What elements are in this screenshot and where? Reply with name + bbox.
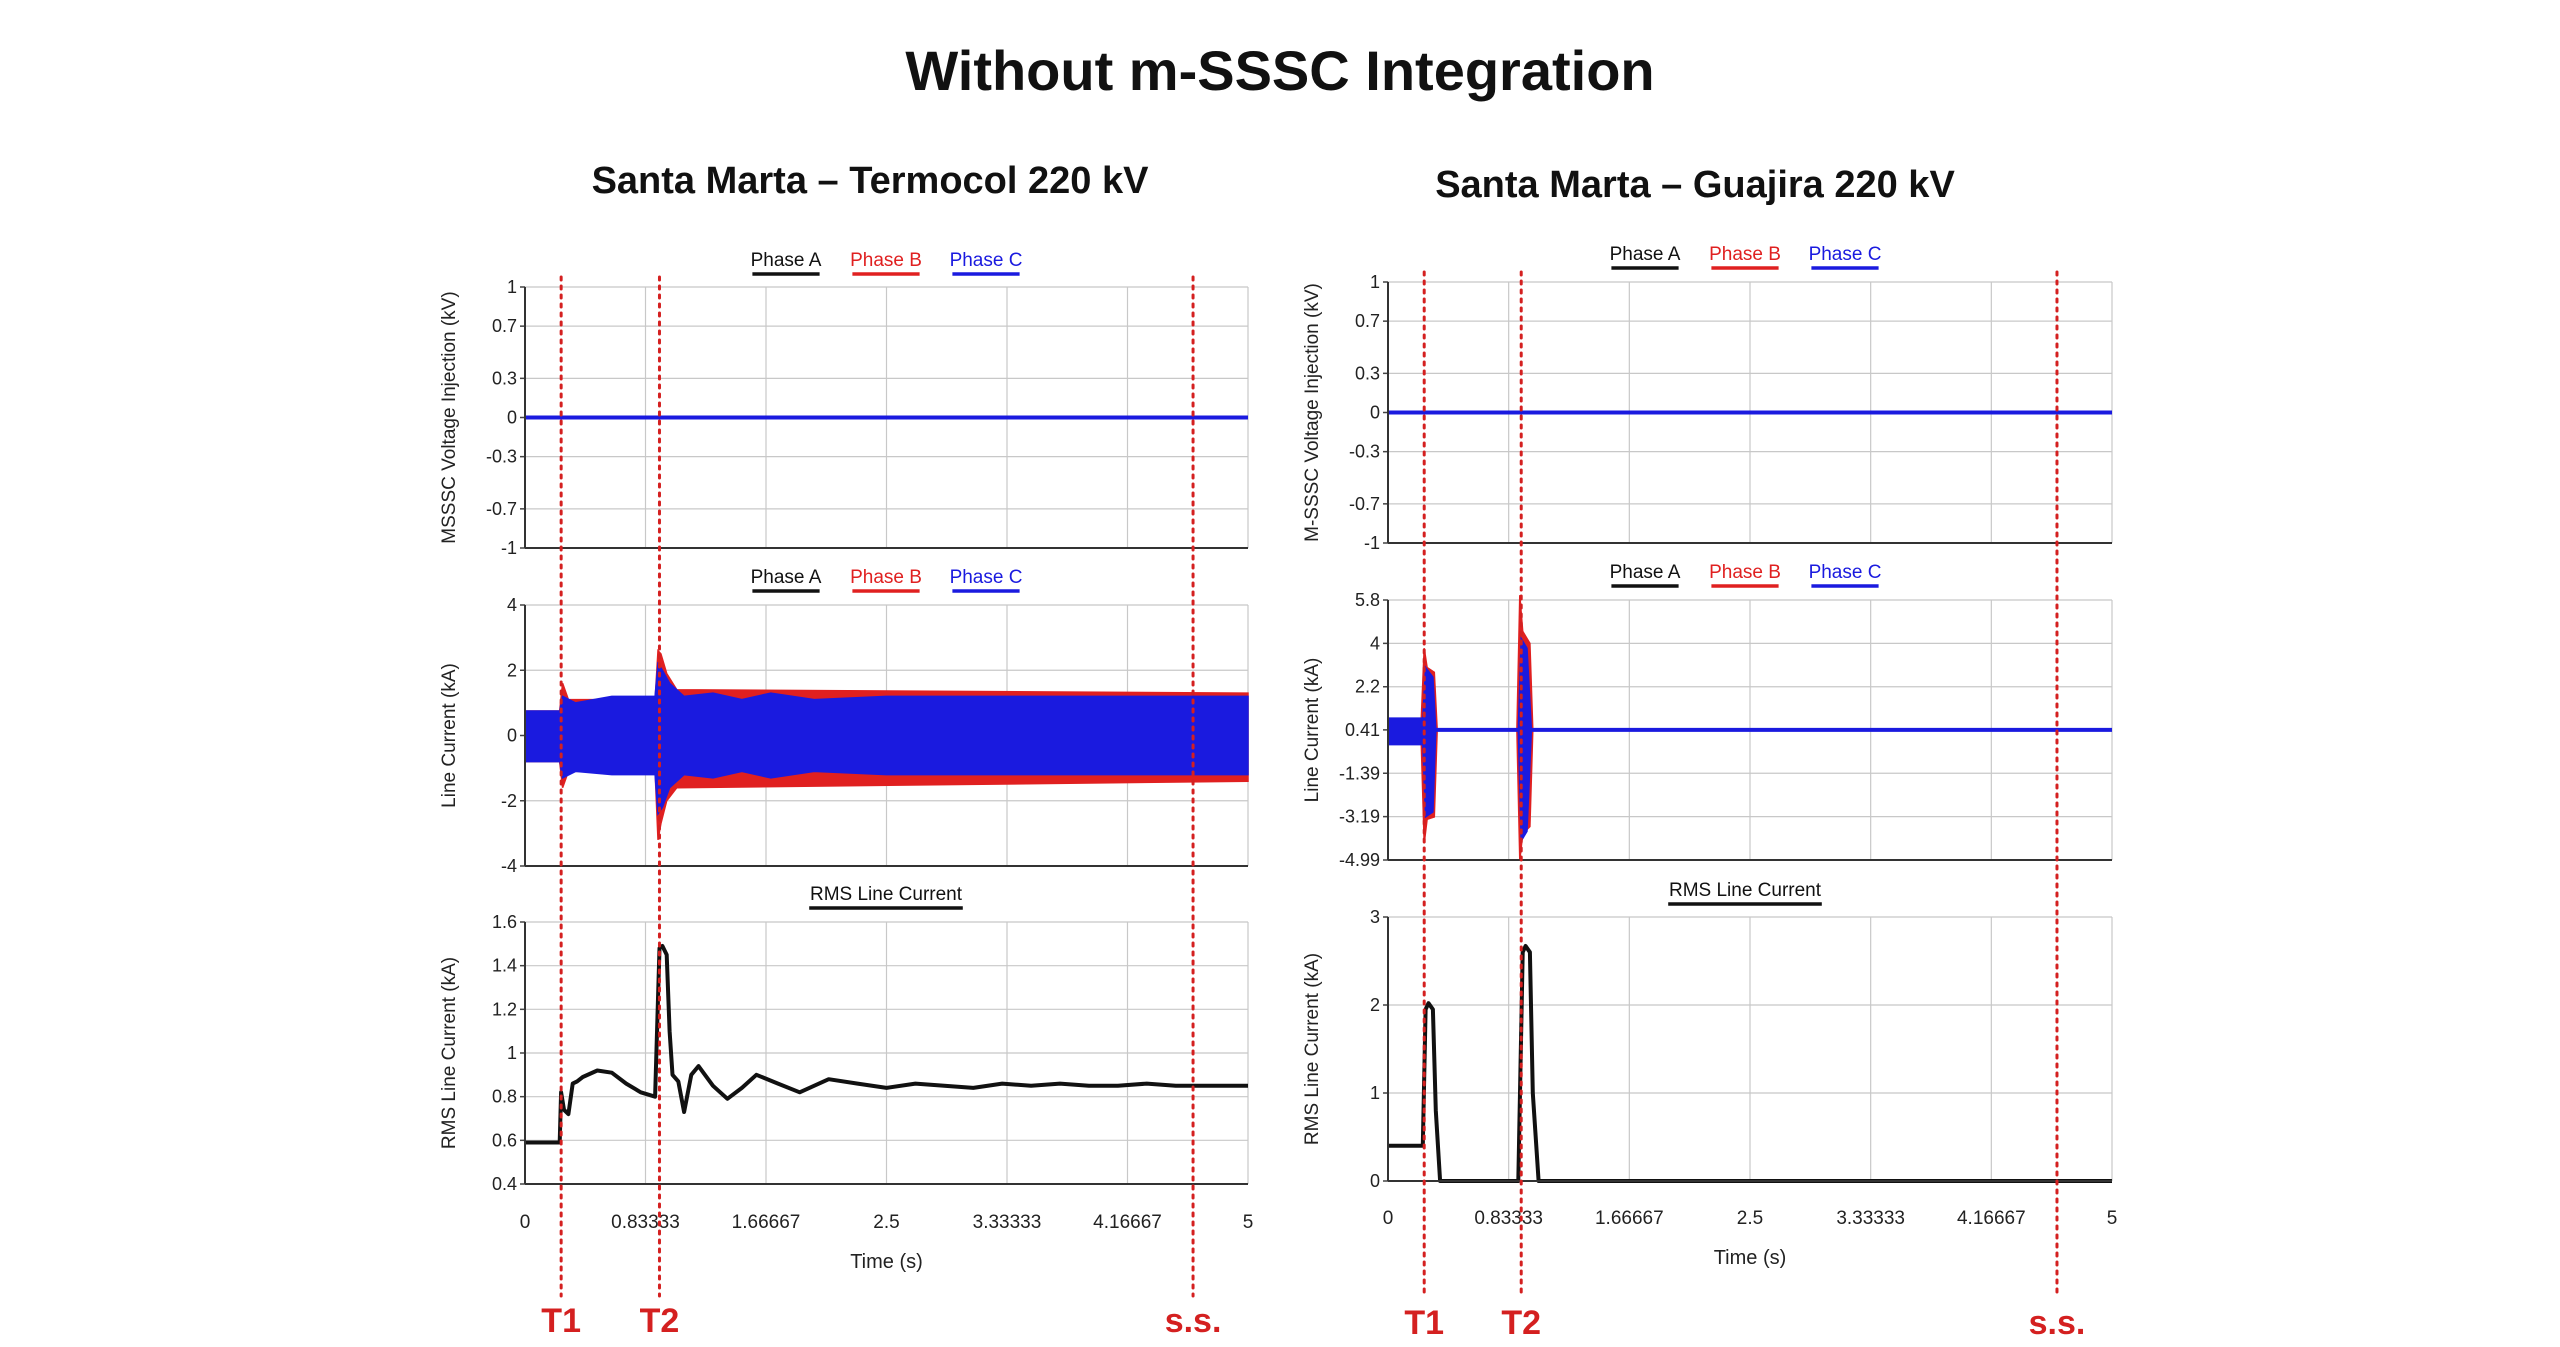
event-marker-label: T1 (541, 1302, 581, 1340)
legend-label: Phase C (950, 567, 1023, 588)
legend-label: Phase A (1610, 244, 1681, 265)
x-tick-label: 0 (1383, 1208, 1394, 1229)
x-tick-label: 4.16667 (1093, 1212, 1162, 1233)
y-tick-label: -0.7 (486, 499, 517, 519)
legend-label: RMS Line Current (810, 884, 963, 905)
y-tick-label: 0 (1370, 1171, 1380, 1191)
y-tick-label: -4.99 (1339, 850, 1380, 870)
panel-2: 0.4 0.6 0.8 1 1.2 1.4 1.6 RMS Line Current (kA)… (439, 884, 1249, 1194)
y-tick-label: 1.4 (492, 956, 517, 976)
legend-label: Phase C (950, 250, 1023, 271)
y-tick-label: 0 (1370, 403, 1380, 423)
legend-label: Phase A (751, 250, 822, 271)
panel-2: 0 1 2 3 RMS Line Current (kA) RMS Line Curren… (1302, 880, 2113, 1191)
y-tick-label: 0 (507, 408, 517, 428)
y-axis-label: RMS Line Current (kA) (439, 957, 460, 1149)
x-tick-label: 0 (520, 1212, 531, 1233)
x-tick-label: 5 (1243, 1212, 1254, 1233)
y-tick-label: 1 (507, 277, 517, 297)
y-tick-label: 0.7 (492, 316, 517, 336)
x-tick-label: 0.83333 (1474, 1208, 1543, 1229)
legend-label: RMS Line Current (1669, 880, 1822, 901)
chart-termocol: -1 -0.7 -0.3 0 0.3 0.7 1 MSSSC Voltage Injectio… (439, 250, 1253, 1340)
legend-label: Phase B (850, 250, 922, 271)
y-tick-label: 1 (1370, 272, 1380, 292)
x-axis-label: Time (s) (850, 1251, 923, 1273)
x-tick-label: 4.16667 (1957, 1208, 2026, 1229)
y-tick-label: 1.2 (492, 999, 517, 1019)
legend-label: Phase C (1809, 562, 1882, 583)
y-tick-label: -2 (501, 791, 517, 811)
y-tick-label: 3 (1370, 907, 1380, 927)
y-tick-label: -0.3 (486, 447, 517, 467)
y-tick-label: 1.6 (492, 912, 517, 932)
y-axis-label: Line Current (kA) (1302, 658, 1323, 803)
y-tick-label: 0 (507, 726, 517, 746)
y-tick-label: 0.4 (492, 1174, 517, 1194)
legend-label: Phase B (850, 567, 922, 588)
y-tick-label: -0.7 (1349, 494, 1380, 514)
x-tick-label: 2.5 (1737, 1208, 1763, 1229)
y-tick-label: -1 (501, 538, 517, 558)
y-tick-label: -1 (1364, 533, 1380, 553)
x-axis-label: Time (s) (1714, 1247, 1787, 1269)
panel-0: -1 -0.7 -0.3 0 0.3 0.7 1 M-SSSC Voltage Injecti… (1302, 244, 2113, 553)
event-marker-label: s.s. (2029, 1304, 2086, 1342)
y-tick-label: 2 (507, 660, 517, 680)
event-marker-label: T2 (1501, 1304, 1541, 1342)
series-band-phase-c (524, 661, 1249, 817)
y-tick-label: 1 (1370, 1083, 1380, 1103)
y-axis-label: Line Current (kA) (439, 663, 460, 808)
y-tick-label: 5.8 (1355, 590, 1380, 610)
y-tick-label: 1 (507, 1043, 517, 1063)
legend-label: Phase B (1709, 562, 1781, 583)
y-tick-label: 4 (507, 595, 517, 615)
legend-label: Phase A (1610, 562, 1681, 583)
x-tick-label: 5 (2107, 1208, 2118, 1229)
y-tick-label: 0.41 (1345, 720, 1380, 740)
legend-label: Phase C (1809, 244, 1882, 265)
y-tick-label: 0.8 (492, 1087, 517, 1107)
y-tick-label: 2.2 (1355, 677, 1380, 697)
y-axis-label: MSSSC Voltage Injection (kV) (439, 291, 460, 543)
panel-0: -1 -0.7 -0.3 0 0.3 0.7 1 MSSSC Voltage Injectio… (439, 250, 1249, 558)
y-tick-label: 0.3 (492, 368, 517, 388)
x-tick-label: 0.83333 (611, 1212, 680, 1233)
y-tick-label: -0.3 (1349, 442, 1380, 462)
x-tick-label: 1.66667 (732, 1212, 801, 1233)
legend-label: Phase B (1709, 244, 1781, 265)
y-tick-label: 4 (1370, 633, 1380, 653)
y-tick-label: 0.3 (1355, 363, 1380, 383)
y-tick-label: 2 (1370, 995, 1380, 1015)
y-tick-label: -3.19 (1339, 807, 1380, 827)
figure-title: Without m-SSSC Integration (905, 39, 1655, 102)
y-tick-label: 0.7 (1355, 311, 1380, 331)
y-axis-label: M-SSSC Voltage Injection (kV) (1302, 283, 1323, 542)
y-tick-label: 0.6 (492, 1130, 517, 1150)
right-chart-title: Santa Marta – Guajira 220 kV (1435, 164, 1955, 206)
x-tick-label: 3.33333 (1836, 1208, 1905, 1229)
y-tick-label: -1.39 (1339, 763, 1380, 783)
y-axis-label: RMS Line Current (kA) (1302, 953, 1323, 1145)
event-marker-label: T2 (640, 1302, 680, 1340)
x-tick-label: 2.5 (873, 1212, 899, 1233)
left-chart-title: Santa Marta – Termocol 220 kV (591, 160, 1149, 202)
series-line-rms-line-current (525, 944, 1248, 1145)
event-marker-label: T1 (1404, 1304, 1444, 1342)
chart-guajira: -1 -0.7 -0.3 0 0.3 0.7 1 M-SSSC Voltage Injecti… (1302, 244, 2117, 1342)
x-tick-label: 3.33333 (973, 1212, 1042, 1233)
event-marker-label: s.s. (1165, 1302, 1222, 1340)
y-tick-label: -4 (501, 856, 517, 876)
legend-label: Phase A (751, 567, 822, 588)
panel-1: -4 -2 0 2 4 Line Current (kA) Phase A Phase B Ph… (439, 567, 1249, 876)
x-tick-label: 1.66667 (1595, 1208, 1664, 1229)
